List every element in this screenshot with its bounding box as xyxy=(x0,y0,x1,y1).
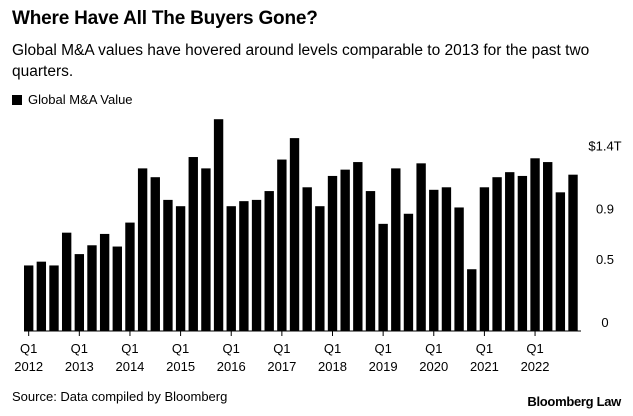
x-tick-quarter: Q1 xyxy=(324,341,341,356)
x-tick-quarter: Q1 xyxy=(121,341,138,356)
x-tick-labels: Q1 2012 Q1 2013 Q1 2014 Q1 2015 Q1 2016 Q1 2017 Q1 20… xyxy=(14,331,550,374)
bar-q1-2012 xyxy=(24,265,34,331)
x-tick-quarter: Q1 xyxy=(20,341,37,356)
y-tick-label: 0 xyxy=(601,315,608,330)
bar-q4-2012 xyxy=(61,232,72,331)
bar-q4-2016 xyxy=(264,191,274,331)
x-tick-quarter: Q1 xyxy=(273,341,290,356)
source-note: Source: Data compiled by Bloomberg xyxy=(12,389,228,404)
x-tick-year: 2022 xyxy=(521,359,550,374)
bar-q4-2019 xyxy=(416,163,426,331)
bar-q2-2014 xyxy=(137,168,148,331)
bar-q2-2021 xyxy=(492,177,502,331)
bar-q1-2014 xyxy=(125,222,135,331)
bar-q3-2019 xyxy=(403,213,414,331)
x-tick-quarter: Q1 xyxy=(71,341,88,356)
x-tick-year: 2016 xyxy=(217,359,246,374)
chart-subtitle: Global M&A values have hovered around le… xyxy=(12,42,590,80)
bar-q2-2020 xyxy=(441,187,452,331)
x-tick-quarter: Q1 xyxy=(526,341,543,356)
x-tick-year: 2020 xyxy=(419,359,448,374)
bar-q2-2018 xyxy=(340,169,350,331)
bar-q4-2013 xyxy=(112,246,122,331)
bar-q2-2016 xyxy=(239,201,249,331)
bar-q1-2013 xyxy=(74,254,85,331)
bar-q2-2013 xyxy=(87,245,97,331)
bar-q2-2017 xyxy=(289,138,300,331)
x-tick-year: 2019 xyxy=(369,359,398,374)
bar-q3-2017 xyxy=(302,187,312,331)
bar-q3-2014 xyxy=(150,177,160,331)
bar-q1-2020 xyxy=(429,189,439,331)
bar-q3-2020 xyxy=(454,207,464,331)
x-tick-quarter: Q1 xyxy=(476,341,493,356)
bar-q3-2021 xyxy=(505,172,515,331)
y-axis: $1.4T 0.9 0.5 0 xyxy=(588,139,621,331)
bar-q1-2018 xyxy=(327,175,338,331)
bar-q4-2017 xyxy=(315,206,325,331)
bar-q4-2021 xyxy=(517,175,528,331)
bar-q3-2015 xyxy=(201,168,211,331)
y-tick-label: $1.4T xyxy=(588,139,621,154)
bar-q1-2016 xyxy=(226,206,236,331)
chart-title: Where Have All The Buyers Gone? xyxy=(12,8,318,29)
bar-q2-2022 xyxy=(543,162,553,331)
x-tick-year: 2018 xyxy=(318,359,347,374)
bar-q4-2020 xyxy=(467,269,477,331)
bar-q1-2017 xyxy=(277,159,287,331)
bar-q3-2012 xyxy=(49,265,59,331)
bar-q3-2016 xyxy=(251,199,262,331)
x-tick-year: 2012 xyxy=(14,359,43,374)
x-tick-year: 2021 xyxy=(470,359,499,374)
bar-q4-2014 xyxy=(163,199,173,331)
legend-label: Global M&A Value xyxy=(28,92,133,107)
bar-q2-2019 xyxy=(391,168,401,331)
bar-q4-2015 xyxy=(213,119,224,332)
y-tick-label: 0.9 xyxy=(596,202,614,217)
x-tick-quarter: Q1 xyxy=(374,341,391,356)
y-tick-label: 0.5 xyxy=(596,252,614,267)
bar-q4-2022 xyxy=(568,174,578,331)
x-tick-quarter: Q1 xyxy=(172,341,189,356)
bar-q2-2012 xyxy=(36,261,47,331)
bar-q1-2021 xyxy=(479,187,490,331)
x-tick-year: 2014 xyxy=(115,359,144,374)
bar-q2-2015 xyxy=(188,157,198,331)
bar-q1-2022 xyxy=(530,158,540,331)
legend: Global M&A Value xyxy=(12,92,133,107)
bar-q3-2018 xyxy=(353,162,363,331)
bar-q4-2018 xyxy=(365,191,376,331)
x-tick-year: 2013 xyxy=(65,359,94,374)
x-tick-year: 2015 xyxy=(166,359,195,374)
bar-q3-2022 xyxy=(555,192,566,331)
legend-swatch xyxy=(12,94,22,105)
x-tick-year: 2017 xyxy=(267,359,296,374)
bar-q3-2013 xyxy=(99,233,110,331)
bar-q1-2015 xyxy=(175,206,186,331)
x-tick-quarter: Q1 xyxy=(223,341,240,356)
x-tick-quarter: Q1 xyxy=(425,341,442,356)
bars-group xyxy=(24,119,578,332)
brand-logo: Bloomberg Law xyxy=(527,394,621,409)
bar-q1-2019 xyxy=(378,223,388,331)
